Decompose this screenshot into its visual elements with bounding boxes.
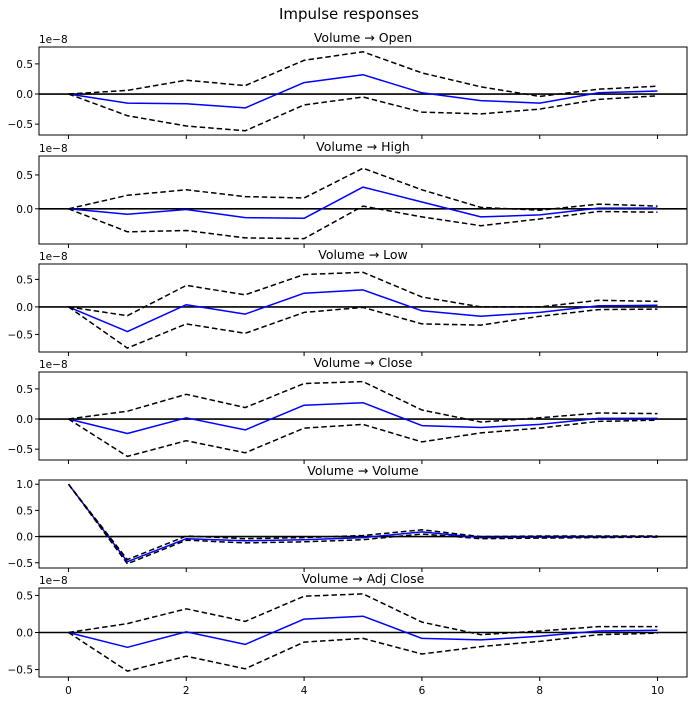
- response-line: [67, 483, 658, 563]
- y-tick-label: 0.5: [16, 274, 33, 286]
- x-tick-label: 8: [536, 685, 543, 697]
- y-tick-label: 0.5: [16, 59, 33, 71]
- lower-band-line: [68, 93, 658, 132]
- plot-frame: [38, 479, 688, 569]
- y-tick-label: 0.0: [16, 532, 33, 544]
- lower-band-line: [68, 306, 658, 349]
- subplot-5: Volume → Adj Close 1e−8 −0.5 0.0 0.5 0 2 4 6 8 10: [8, 571, 688, 697]
- y-tick-label: 0.0: [16, 302, 33, 314]
- plot-frame: [38, 371, 688, 461]
- y-tick-label: 0.5: [16, 590, 33, 602]
- subplot-title: Volume → High: [316, 139, 410, 154]
- axis-offset-text: 1e−8: [39, 143, 68, 155]
- subplot-title: Volume → Adj Close: [302, 571, 425, 586]
- x-tick-label: 4: [301, 685, 308, 697]
- y-tick-label: 0.5: [16, 505, 33, 517]
- subplot-3: Volume → Close 1e−8 −0.5 0.0 0.5: [8, 355, 688, 464]
- y-tick-label: 0.5: [16, 170, 33, 182]
- subplot-0: Volume → Open 1e−8 −0.5 0.0 0.5: [8, 30, 688, 139]
- plot-frame: [38, 263, 688, 353]
- x-tick-label: 0: [65, 685, 72, 697]
- subplot-2: Volume → Low 1e−8 −0.5 0.0 0.5: [8, 247, 688, 356]
- y-tick-label: −0.5: [8, 444, 34, 456]
- subplot-4: Volume → Volume −0.5 0.0 0.5 1.0: [8, 463, 688, 572]
- response-line: [68, 289, 658, 333]
- y-tick-label: −0.5: [8, 558, 34, 570]
- subplot-title: Volume → Volume: [307, 463, 419, 478]
- lower-band-line: [68, 205, 658, 240]
- axis-offset-text: 1e−8: [39, 251, 68, 263]
- response-line: [68, 615, 658, 649]
- plot-frame: [38, 587, 688, 678]
- upper-band-line: [68, 593, 658, 636]
- subplot-title: Volume → Close: [314, 355, 413, 370]
- y-tick-label: 0.0: [16, 628, 33, 640]
- y-tick-label: 0.0: [16, 89, 33, 101]
- plot-frame: [38, 46, 688, 136]
- y-tick-label: −0.5: [8, 329, 34, 341]
- upper-band-line: [67, 483, 658, 561]
- upper-band-line: [68, 51, 658, 98]
- y-tick-label: 0.0: [16, 414, 33, 426]
- y-tick-label: −0.5: [8, 119, 34, 131]
- upper-band-line: [68, 380, 658, 423]
- lower-band-line: [68, 631, 658, 672]
- subplot-1: Volume → High 1e−8 0.0 0.5: [16, 139, 688, 248]
- y-tick-label: 1.0: [16, 479, 33, 491]
- subplot-title: Volume → Open: [314, 30, 412, 45]
- response-line: [68, 186, 658, 220]
- figure-title: Impulse responses: [279, 5, 419, 23]
- upper-band-line: [68, 271, 658, 317]
- subplot-title: Volume → Low: [318, 247, 408, 262]
- x-tick-label: 6: [419, 685, 426, 697]
- y-tick-label: −0.5: [8, 665, 34, 677]
- response-line: [68, 73, 658, 109]
- response-line: [68, 401, 658, 435]
- lower-band-line: [67, 483, 658, 565]
- plot-frame: [38, 155, 688, 245]
- x-tick-label: 2: [183, 685, 190, 697]
- x-tick-label: 10: [651, 685, 664, 697]
- axis-offset-text: 1e−8: [39, 34, 68, 46]
- upper-band-line: [68, 167, 658, 211]
- lower-band-line: [68, 418, 658, 458]
- y-tick-label: 0.0: [16, 204, 33, 216]
- axis-offset-text: 1e−8: [39, 575, 68, 587]
- y-tick-label: 0.5: [16, 384, 33, 396]
- axis-offset-text: 1e−8: [39, 359, 68, 371]
